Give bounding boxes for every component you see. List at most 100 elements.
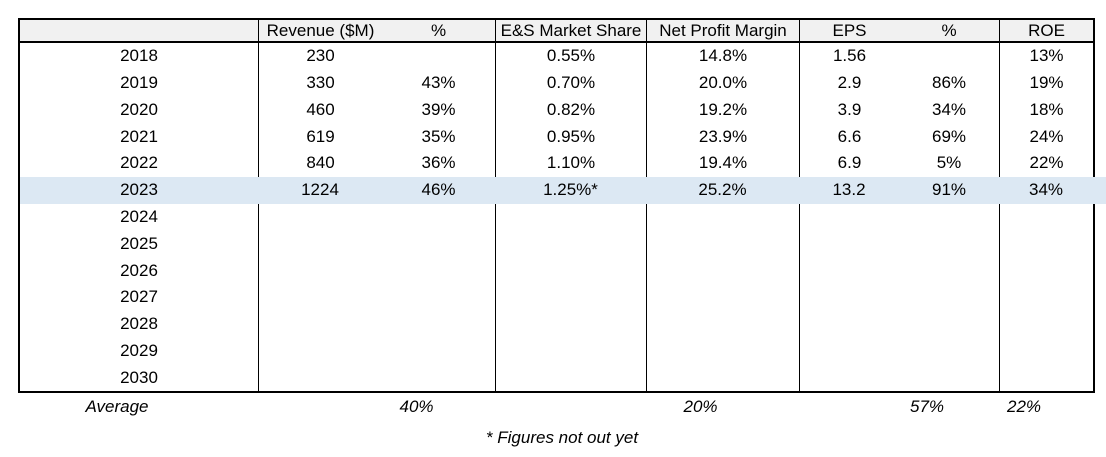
- roe-cell: 19%: [999, 69, 1093, 97]
- eps-pct-cell: 34%: [931, 99, 967, 119]
- average-row: Average 40% 20% 57% 22%: [0, 394, 1075, 420]
- eps-cell: 6.9: [799, 150, 899, 177]
- eps-cell: [799, 230, 899, 258]
- highlight-2023-row-bar: [20, 177, 1106, 204]
- revenue-pct-cell: 39%: [421, 99, 456, 119]
- year-cell: 2029: [120, 340, 158, 360]
- net-profit-margin-cell: [646, 283, 799, 311]
- market-share-cell: 0.82%: [495, 96, 646, 124]
- year-cell: 2018: [120, 46, 158, 66]
- average-roe: 22%: [1006, 397, 1042, 416]
- revenue-pct-cell: [382, 204, 495, 231]
- revenue-cell: 330: [258, 69, 382, 97]
- year-cell: 2019: [120, 73, 158, 93]
- market-share-cell: [495, 310, 646, 338]
- roe-cell: [999, 230, 1093, 258]
- roe-cell: [999, 203, 1093, 231]
- roe-cell: [999, 310, 1093, 338]
- year-cell: 2028: [120, 314, 158, 334]
- revenue-cell: [258, 283, 382, 311]
- header-cell-year: [20, 20, 258, 43]
- revenue-cell: 460: [258, 96, 382, 124]
- eps-cell: 13.2: [832, 180, 866, 200]
- revenue-pct-cell: 36%: [421, 153, 456, 173]
- revenue-pct-cell: [382, 284, 495, 311]
- net-profit-margin-cell: [646, 230, 799, 258]
- net-profit-margin-cell: 20.0%: [646, 69, 799, 97]
- revenue-cell: [258, 364, 382, 391]
- revenue-cell: 230: [258, 43, 382, 70]
- header-cell-eps-pct: %: [899, 20, 999, 43]
- revenue-pct-cell: [382, 257, 495, 284]
- eps-pct-cell: 5%: [936, 153, 962, 173]
- market-share-cell: 1.25%*: [543, 180, 598, 200]
- year-cell: 2026: [120, 260, 158, 280]
- revenue-cell: [258, 230, 382, 258]
- revenue-pct-cell: [382, 311, 495, 338]
- eps-pct-cell: [899, 230, 999, 257]
- roe-cell: 13%: [999, 43, 1093, 70]
- eps-cell: [799, 310, 899, 338]
- eps-pct-cell: [899, 311, 999, 338]
- roe-cell: [999, 337, 1093, 365]
- header-cell-net-profit-margin: Net Profit Margin: [646, 20, 799, 43]
- eps-cell: [799, 203, 899, 231]
- roe-cell: 18%: [999, 96, 1093, 124]
- revenue-cell: [258, 337, 382, 365]
- average-eps-pct: 57%: [909, 397, 945, 416]
- average-revenue-pct: 40%: [399, 397, 434, 416]
- average-market-share: [473, 394, 624, 420]
- revenue-pct-cell: 43%: [421, 73, 456, 93]
- market-share-cell: [495, 230, 646, 258]
- eps-pct-cell: [899, 204, 999, 231]
- revenue-cell: [258, 203, 382, 231]
- year-cell: 2025: [120, 233, 158, 253]
- revenue-pct-cell: 35%: [421, 126, 456, 146]
- eps-pct-cell: [899, 284, 999, 311]
- header-cell-roe: ROE: [999, 20, 1093, 43]
- net-profit-margin-cell: 19.4%: [646, 150, 799, 177]
- revenue-pct-cell: [382, 230, 495, 257]
- market-share-cell: [495, 337, 646, 365]
- average-eps: [777, 394, 877, 420]
- net-profit-margin-cell: 19.2%: [646, 96, 799, 124]
- roe-cell: [999, 364, 1093, 391]
- revenue-pct-cell: [382, 337, 495, 364]
- eps-cell: 1.56: [799, 43, 899, 70]
- header-cell-eps: EPS: [799, 20, 899, 43]
- market-share-cell: 0.55%: [495, 43, 646, 70]
- year-cell: 2024: [120, 206, 158, 226]
- market-share-cell: [495, 203, 646, 231]
- net-profit-margin-cell: 23.9%: [646, 123, 799, 151]
- revenue-cell: 1224: [301, 180, 339, 200]
- eps-cell: [799, 364, 899, 391]
- eps-pct-cell: [899, 257, 999, 284]
- market-share-cell: [495, 364, 646, 391]
- year-cell: 2023: [120, 180, 158, 200]
- net-profit-margin-cell: 25.2%: [698, 180, 747, 200]
- revenue-cell: 619: [258, 123, 382, 151]
- market-share-cell: 1.10%: [495, 150, 646, 177]
- financial-table: Revenue ($M) % E&S Market Share Net Prof…: [18, 18, 1095, 393]
- average-revenue: [236, 394, 360, 420]
- market-share-cell: 0.70%: [495, 69, 646, 97]
- revenue-cell: 840: [258, 150, 382, 177]
- header-cell-revenue: Revenue ($M): [258, 20, 382, 43]
- net-profit-margin-cell: [646, 310, 799, 338]
- eps-cell: [799, 257, 899, 284]
- eps-cell: 6.6: [799, 123, 899, 151]
- footnote: * Figures not out yet: [485, 428, 639, 447]
- header-cell-revenue-pct: %: [382, 20, 495, 43]
- eps-pct-cell: 91%: [931, 180, 967, 200]
- eps-pct-cell: [899, 337, 999, 364]
- eps-cell: 3.9: [799, 96, 899, 124]
- eps-pct-cell: [899, 364, 999, 391]
- revenue-pct-cell: [382, 364, 495, 391]
- roe-cell: [999, 283, 1093, 311]
- eps-pct-cell: 69%: [931, 126, 967, 146]
- year-cell: 2027: [120, 287, 158, 307]
- roe-cell: [999, 257, 1093, 284]
- average-label: Average: [85, 397, 149, 416]
- eps-pct-cell: 86%: [931, 73, 967, 93]
